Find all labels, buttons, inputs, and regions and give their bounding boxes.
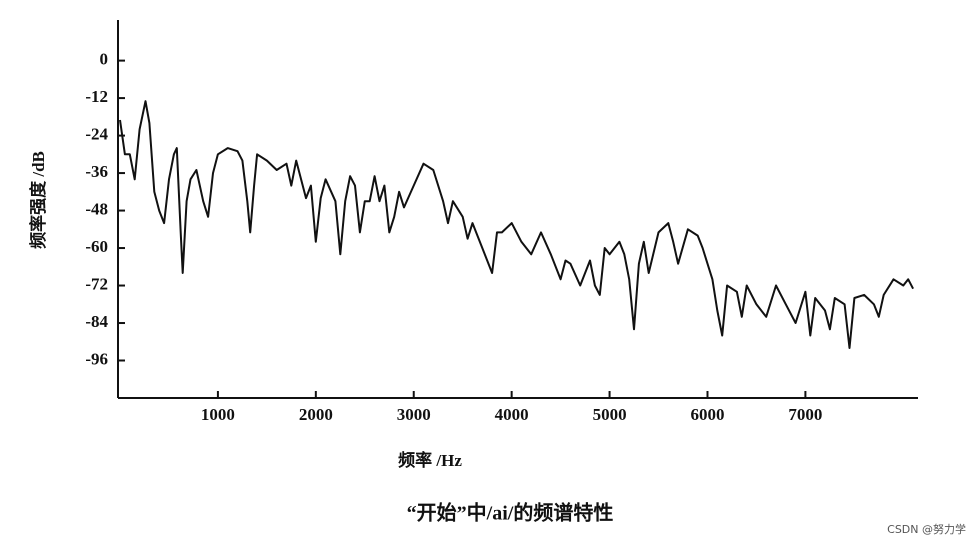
y-tick-label: -60: [85, 237, 108, 256]
x-tick-label: 3000: [397, 405, 431, 424]
x-tick-label: 2000: [299, 405, 333, 424]
x-tick-label: 4000: [495, 405, 529, 424]
x-axis-label: 频率 /Hz: [398, 450, 462, 470]
watermark: CSDN @努力学: [887, 522, 966, 536]
y-tick-label: -12: [85, 87, 108, 106]
y-tick-label: -48: [85, 199, 108, 218]
y-tick-label: -36: [85, 162, 108, 181]
spectrum-line: [119, 100, 914, 349]
y-tick-label: -84: [85, 312, 108, 331]
caption: “开始”中/ai/的频谱特性: [407, 501, 614, 525]
y-axis-label: 频率强度 /dB: [28, 151, 48, 249]
y-tick-label: -96: [85, 349, 108, 368]
y-tick-label: -72: [85, 274, 108, 293]
x-tick-label: 7000: [788, 405, 822, 424]
y-tick-label: 0: [100, 50, 109, 69]
x-tick-label: 5000: [593, 405, 627, 424]
y-tick-label: -24: [85, 124, 108, 143]
x-tick-label: 1000: [201, 405, 235, 424]
x-tick-label: 6000: [690, 405, 724, 424]
